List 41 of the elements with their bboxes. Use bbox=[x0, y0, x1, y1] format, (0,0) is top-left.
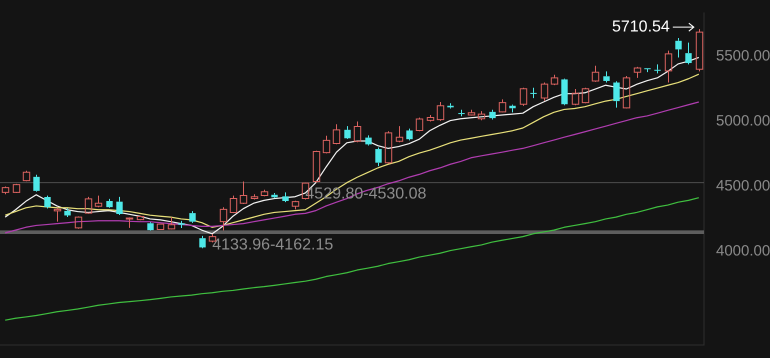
candlestick bbox=[572, 88, 580, 106]
y-tick-label: 4500.00 bbox=[716, 178, 770, 195]
candlestick bbox=[94, 195, 102, 208]
candlestick bbox=[271, 192, 278, 199]
candlestick bbox=[406, 128, 413, 141]
candlestick bbox=[375, 146, 382, 167]
candlestick bbox=[603, 70, 610, 84]
y-tick-label: 5500.00 bbox=[716, 48, 770, 65]
candlestick bbox=[189, 210, 196, 224]
candlestick bbox=[447, 102, 454, 110]
candlestick bbox=[240, 181, 248, 205]
candlestick bbox=[220, 206, 228, 231]
candlestick bbox=[116, 196, 123, 216]
candlestick bbox=[489, 109, 496, 120]
candlestick bbox=[64, 208, 71, 218]
candlestick bbox=[54, 207, 62, 222]
candlestick bbox=[530, 87, 537, 99]
annotation: 5710.54 bbox=[612, 18, 670, 36]
candlestick bbox=[458, 109, 465, 117]
candlestick bbox=[168, 216, 176, 230]
y-tick-label: 4000.00 bbox=[716, 242, 770, 260]
y-tick-label: 5000.00 bbox=[716, 112, 770, 130]
candlestick bbox=[344, 126, 351, 140]
candlestick bbox=[561, 78, 568, 106]
candlestick bbox=[44, 195, 51, 210]
candlestick bbox=[685, 42, 692, 65]
candlestick bbox=[282, 192, 289, 203]
candlestick bbox=[106, 198, 113, 208]
candlestick bbox=[126, 218, 134, 228]
candlestick bbox=[178, 220, 185, 229]
candlestick bbox=[33, 174, 40, 192]
candlestick bbox=[147, 222, 154, 230]
candlestick bbox=[520, 87, 528, 106]
candlestick bbox=[613, 80, 620, 108]
candlestick bbox=[654, 64, 661, 74]
candlestick bbox=[675, 37, 682, 58]
band-label: 4133.96-4162.15 bbox=[212, 236, 334, 254]
candlestick bbox=[664, 50, 672, 84]
candlestick bbox=[396, 126, 404, 143]
candlestick bbox=[644, 68, 651, 73]
candlestick bbox=[436, 102, 444, 122]
